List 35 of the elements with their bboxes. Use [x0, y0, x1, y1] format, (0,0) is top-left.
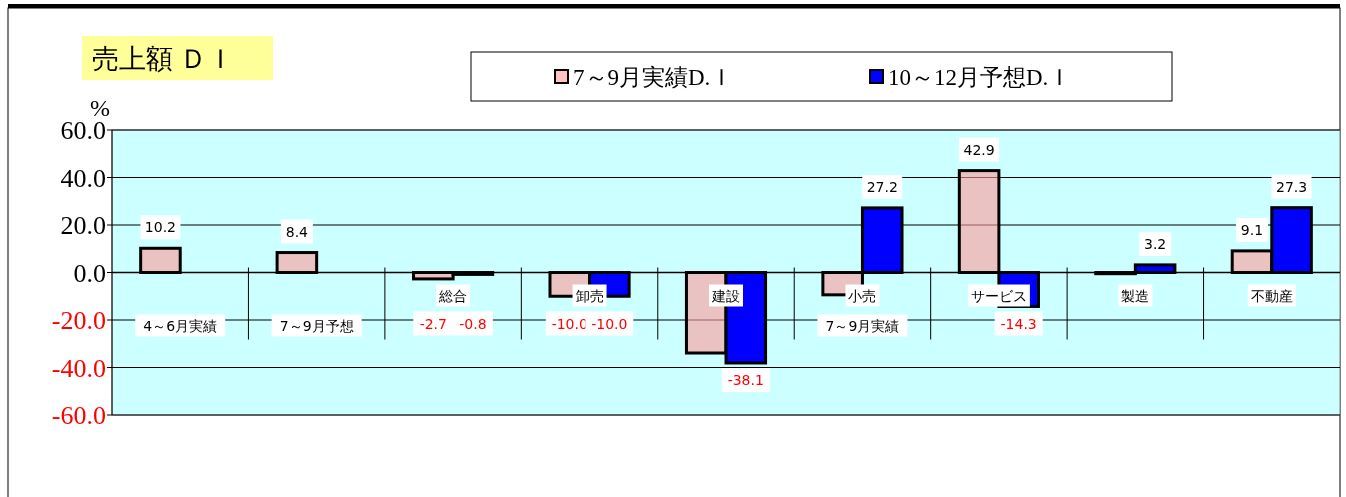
data-label: 10.2: [144, 219, 177, 236]
legend-label: 7～9月実績D.Ｉ: [573, 65, 734, 90]
x-tick-label: 建設: [711, 287, 740, 304]
data-label: -10.0: [591, 315, 628, 332]
data-label: -38.1: [727, 371, 764, 388]
chart-title: 売上額 ＤＩ: [92, 44, 234, 74]
data-label: -2.7: [419, 315, 447, 332]
x-tick-label: 総合: [438, 287, 468, 304]
bar: [275, 251, 319, 274]
y-tick-label: 40.0: [60, 163, 106, 193]
y-tick-label: -40.0: [51, 353, 106, 383]
data-label: 27.3: [1275, 178, 1308, 195]
y-tick-label: 0.0: [73, 258, 106, 288]
y-tick-label: 20.0: [60, 211, 106, 240]
data-label: 3.2: [1143, 235, 1167, 252]
x-tick-label: 卸売: [575, 287, 604, 304]
x-tick-label: 小売: [848, 287, 877, 304]
data-label: 42.9: [963, 141, 995, 158]
x-tick-label: 製造: [1121, 287, 1150, 304]
y-tick-label: -20.0: [51, 306, 106, 335]
x-tick-label: 不動産: [1250, 287, 1293, 304]
x-tick-label: 7～9月予想: [279, 317, 354, 334]
data-label: 27.2: [866, 178, 898, 195]
x-tick-label: 4～6月実績: [143, 317, 218, 334]
data-label: -14.3: [1000, 315, 1037, 332]
x-tick-label: サービス: [970, 287, 1027, 304]
bar: [139, 246, 182, 274]
y-tick-label: -60.0: [51, 401, 106, 430]
data-label: -0.8: [459, 315, 487, 332]
bar: [412, 271, 455, 281]
data-label: 8.4: [285, 223, 309, 240]
bar: [957, 169, 1001, 274]
annotation: 7～9月実績: [825, 317, 900, 334]
legend-label: 10～12月予想D.Ｉ: [888, 65, 1072, 90]
data-label: 9.1: [1240, 221, 1264, 238]
